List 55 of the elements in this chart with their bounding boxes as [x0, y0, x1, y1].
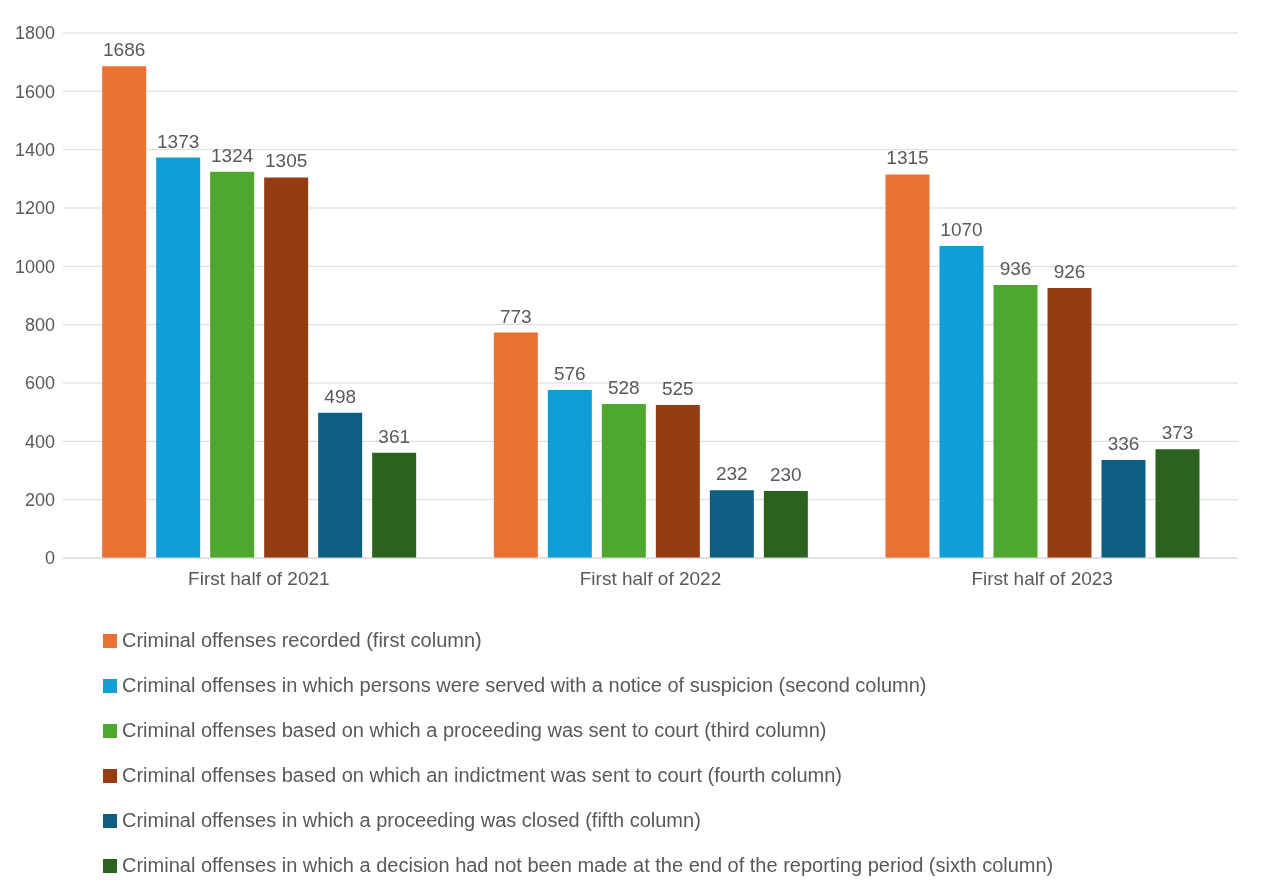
y-tick-label: 400: [24, 431, 55, 452]
data-label: 373: [1161, 422, 1194, 444]
legend-label: Criminal offenses recorded (first column): [122, 629, 482, 652]
legend-label: Criminal offenses based on which a proceeding was sent to court (third column): [122, 719, 827, 742]
legend-label: Criminal offenses based on which an indictment was sent to court (fourth column): [122, 764, 842, 787]
y-tick-label: 1800: [14, 23, 55, 44]
data-label: 576: [553, 363, 586, 384]
data-label: 1305: [265, 150, 308, 172]
bar: [493, 332, 538, 558]
y-tick-label: 1600: [14, 81, 55, 102]
data-label: 230: [769, 463, 802, 485]
x-tick-label: First half of 2023: [971, 568, 1113, 590]
x-tick-label: First half of 2022: [579, 568, 722, 590]
bar: [1047, 287, 1092, 558]
y-tick-label: 0: [44, 548, 55, 569]
bar: [102, 66, 147, 558]
data-label: 1324: [211, 144, 254, 166]
data-label: 1315: [886, 147, 929, 169]
bar: [210, 171, 255, 558]
y-tick-label: 1000: [14, 256, 55, 277]
bar: [763, 490, 808, 558]
y-tick-label: 1400: [14, 140, 55, 161]
y-tick-label: 800: [24, 315, 55, 336]
bar: [547, 390, 592, 558]
bar: [372, 452, 417, 558]
bar: [1155, 449, 1200, 558]
legend-label: Criminal offenses in which a proceeding was closed (fifth column): [122, 809, 701, 832]
bar: [939, 245, 984, 558]
bar: [885, 174, 930, 558]
y-tick-label: 200: [24, 490, 55, 511]
data-label: 528: [607, 377, 640, 398]
y-tick-label: 600: [24, 373, 55, 394]
bar: [993, 285, 1038, 558]
data-label: 773: [499, 305, 532, 327]
legend-label: Criminal offenses in which persons were served with a notice of suspicion (second column): [122, 674, 927, 697]
y-tick-label: 1200: [14, 198, 55, 219]
bar: [318, 412, 363, 558]
data-label: 336: [1107, 433, 1140, 454]
data-label: 1686: [103, 39, 146, 61]
bar: [709, 490, 754, 558]
bar: [655, 404, 700, 558]
x-tick-label: First half of 2021: [188, 568, 330, 590]
data-label: 525: [661, 377, 694, 399]
bar: [601, 404, 646, 558]
data-label: 361: [378, 425, 411, 447]
data-label: 1373: [157, 130, 200, 152]
data-label: 232: [715, 463, 748, 485]
data-label: 926: [1053, 260, 1086, 282]
legend-label: Criminal offenses in which a decision had not been made at the end of the reporting period (sixth column): [122, 854, 1054, 877]
bar: [264, 177, 309, 558]
data-label: 1070: [940, 218, 983, 240]
bar: [1101, 460, 1146, 558]
bar: [156, 157, 201, 558]
data-label: 498: [324, 385, 357, 407]
data-label: 936: [999, 258, 1032, 279]
